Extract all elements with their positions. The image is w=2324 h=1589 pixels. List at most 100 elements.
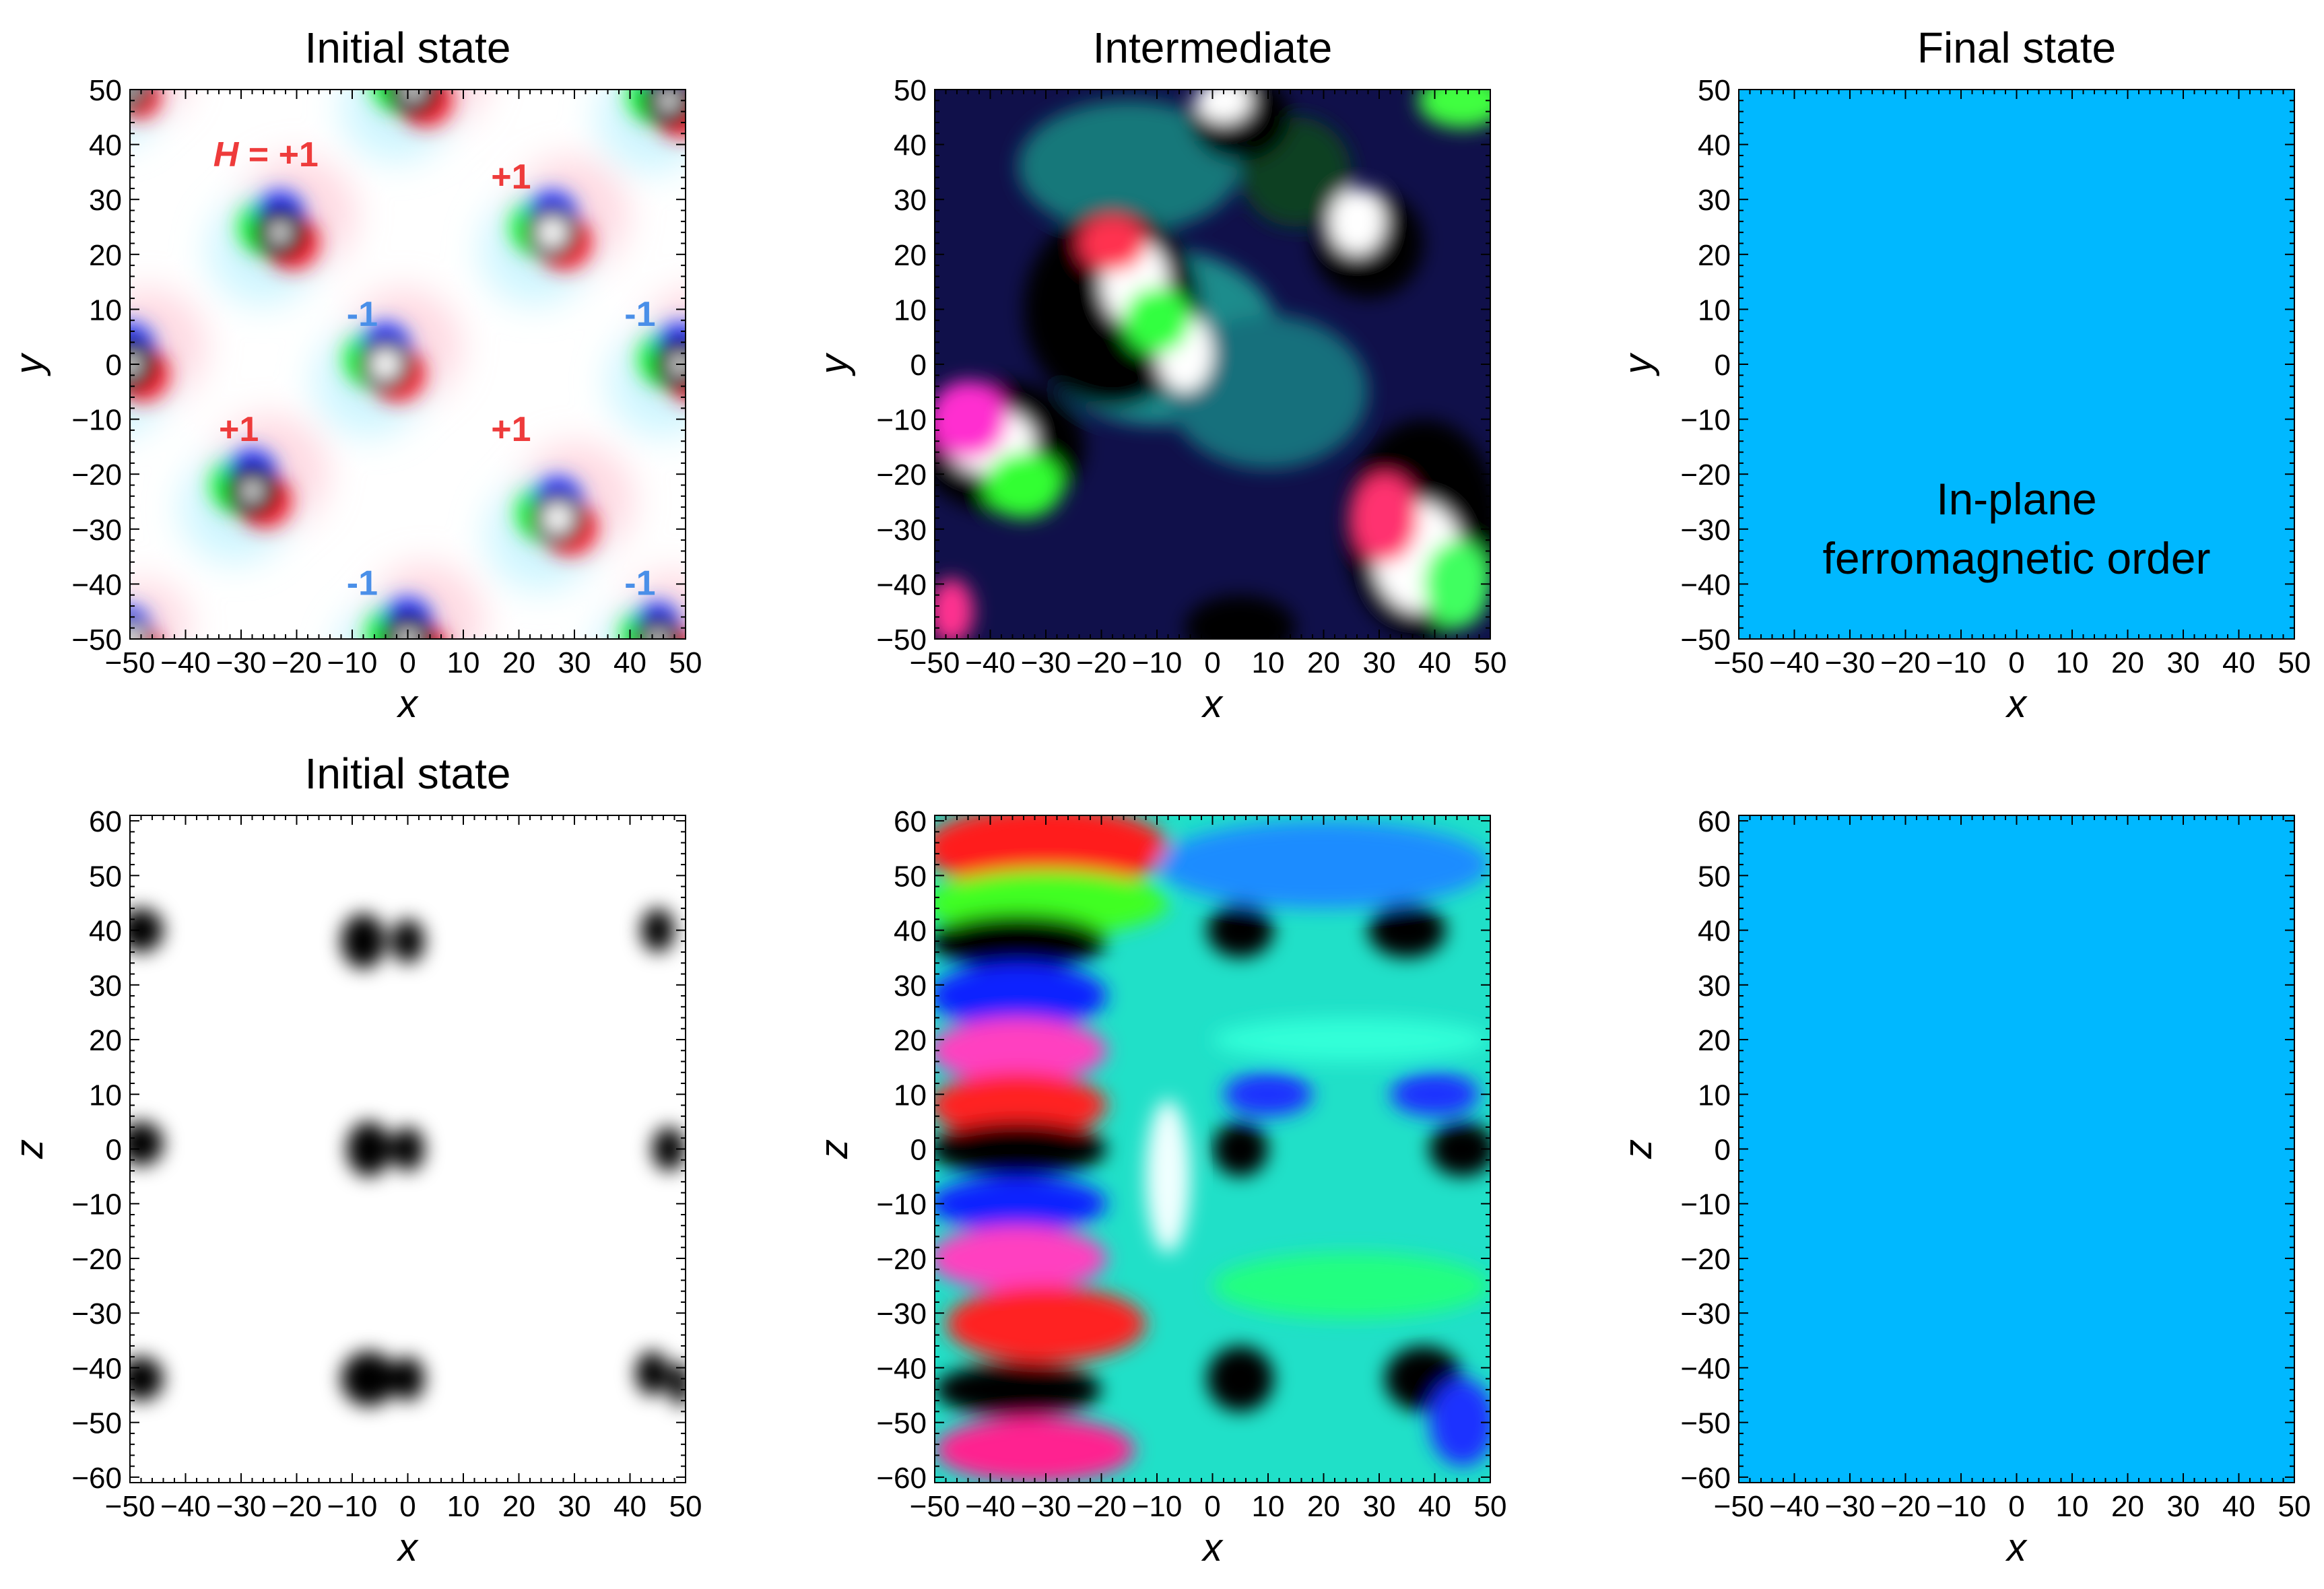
- y-tick-label: −20: [71, 1243, 122, 1276]
- heatmap-blob: [391, 1127, 425, 1171]
- x-tick-label: −50: [105, 1490, 156, 1523]
- heatmap-blob: [341, 1351, 397, 1407]
- x-tick-label: −30: [1825, 646, 1875, 679]
- charge-label: -1: [347, 295, 378, 334]
- x-tick-label: −40: [965, 1490, 1016, 1523]
- y-tick-label: 60: [1698, 805, 1731, 838]
- heatmap-blob: [130, 908, 164, 953]
- y-tick-label: 30: [894, 184, 927, 217]
- heatmap-blob: [1424, 540, 1490, 628]
- x-tick-label: 50: [1474, 646, 1507, 679]
- y-tick-label: 0: [910, 1134, 927, 1167]
- charge-label-symbol: H: [213, 135, 248, 174]
- x-tick-label: 20: [1307, 1490, 1340, 1523]
- y-tick-label: −60: [71, 1462, 122, 1495]
- x-tick-label: 20: [2111, 1490, 2144, 1523]
- y-tick-label: −20: [876, 459, 927, 492]
- charge-label: -1: [624, 295, 655, 334]
- heatmap-blobs: [935, 815, 1490, 1483]
- y-tick-label: 50: [894, 74, 927, 107]
- heatmap-blobs: [935, 90, 1490, 639]
- y-tick-label: −40: [1680, 568, 1731, 601]
- x-tick-label: −40: [1769, 646, 1820, 679]
- x-tick-label: −40: [965, 646, 1016, 679]
- heatmap-blob: [935, 1017, 1107, 1084]
- y-tick-label: 20: [89, 1024, 122, 1057]
- y-tick-label: 30: [89, 970, 122, 1003]
- x-tick-label: 40: [613, 1490, 646, 1523]
- y-tick-label: 0: [106, 349, 122, 382]
- x-tick-label: 40: [2222, 1490, 2255, 1523]
- x-tick-label: −30: [1021, 1490, 1071, 1523]
- x-tick-label: −20: [271, 1490, 322, 1523]
- x-tick-label: −50: [910, 646, 960, 679]
- y-tick-label: 0: [910, 349, 927, 382]
- x-tick-label: 50: [2278, 646, 2311, 679]
- vortex-center: [370, 349, 401, 380]
- y-axis-label: z: [1616, 1139, 1660, 1159]
- y-tick-label: 40: [89, 915, 122, 948]
- y-tick-label: −40: [71, 1352, 122, 1385]
- heatmap-blob: [1429, 1378, 1490, 1466]
- x-axis-label: x: [1201, 682, 1224, 726]
- heatmap-blob: [935, 1362, 1102, 1417]
- panel-bottom-middle: −50 −40 −30 −20 −10 0 10 20 30 40 50−60−50−40−30−2…: [812, 805, 1506, 1569]
- y-tick-label: −20: [1680, 1243, 1731, 1276]
- y-tick-label: 50: [89, 860, 122, 893]
- vortex-center: [542, 503, 573, 533]
- y-tick-label: 10: [89, 1079, 122, 1112]
- x-tick-label: 10: [2056, 1490, 2089, 1523]
- x-tick-label: −40: [160, 646, 211, 679]
- y-tick-label: 20: [1698, 239, 1731, 272]
- panel-bottom-left: −50 −40 −30 −20 −10 0 10 20 30 40 50−60−50−40−30−2…: [7, 749, 702, 1569]
- heatmap-blob: [652, 1127, 686, 1171]
- heatmap-blob: [1418, 90, 1490, 129]
- x-tick-label: −20: [1880, 1490, 1931, 1523]
- heatmap-blob: [1390, 1072, 1480, 1116]
- y-tick-label: −10: [876, 404, 927, 437]
- x-tick-label: −10: [1132, 646, 1183, 679]
- panel-title: Intermediate: [1093, 24, 1333, 72]
- vortex-center: [404, 90, 423, 99]
- heatmap-blob: [130, 1357, 164, 1401]
- y-tick-label: 20: [1698, 1024, 1731, 1057]
- x-tick-label: −10: [1936, 646, 1987, 679]
- plot-area: In-plane ferromagnetic order: [1739, 90, 2294, 639]
- x-tick-label: −20: [271, 646, 322, 679]
- y-tick-label: −30: [71, 514, 122, 547]
- heatmap-blob: [391, 919, 425, 963]
- y-tick-label: 20: [894, 239, 927, 272]
- y-tick-label: −60: [876, 1462, 927, 1495]
- in-plane-label-line: In-plane: [1936, 474, 2097, 524]
- x-tick-label: 0: [399, 646, 416, 679]
- x-tick-label: 10: [1252, 1490, 1285, 1523]
- panel-title: Initial state: [305, 24, 511, 72]
- heatmap-blob: [935, 815, 1168, 892]
- vortex-ring: [633, 614, 683, 639]
- panel-top-middle: −50 −40 −30 −20 −10 0 10 20 30 40 50−50−40−30−20−1…: [812, 24, 1507, 726]
- x-tick-label: 20: [502, 646, 535, 679]
- y-tick-label: 50: [1698, 74, 1731, 107]
- x-tick-label: −50: [910, 1490, 960, 1523]
- x-tick-label: 20: [1307, 646, 1340, 679]
- heatmap-blob: [1018, 100, 1240, 233]
- y-tick-label: 0: [1715, 1134, 1731, 1167]
- y-tick-label: −40: [1680, 1352, 1731, 1385]
- charge-label: -1: [624, 564, 655, 603]
- heatmap-blob: [935, 380, 1007, 458]
- x-tick-label: 40: [1418, 646, 1451, 679]
- heatmap-blob: [1212, 1017, 1490, 1062]
- panel-bottom-right: −50 −40 −30 −20 −10 0 10 20 30 40 50−60−50−40−30−2…: [1616, 805, 2311, 1569]
- y-tick-label: 0: [1715, 349, 1731, 382]
- heatmap-blob: [1207, 1345, 1274, 1412]
- plot-area: H = +1 +1 -1 -1 +1 +1 -1 -1: [130, 90, 686, 639]
- y-tick-label: 50: [89, 74, 122, 107]
- panel-top-left: H = +1+1-1 -1+1 +1-1 -1−50 −40 −30 −20 −10 0 10 20…: [7, 24, 702, 726]
- y-tick-label: −50: [71, 623, 122, 656]
- plot-area: [130, 815, 686, 1483]
- y-tick-label: −30: [71, 1297, 122, 1330]
- heatmap-blob: [935, 1072, 1107, 1139]
- in-plane-label-line: ferromagnetic order: [1823, 533, 2211, 583]
- x-axis-label: x: [396, 682, 419, 726]
